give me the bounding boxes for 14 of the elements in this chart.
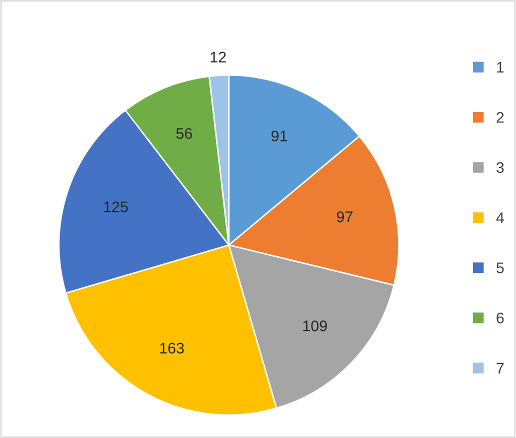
data-label: 125	[104, 201, 128, 212]
data-label: 12	[210, 52, 226, 62]
data-label: 97	[336, 211, 352, 222]
legend-label: 7	[496, 362, 504, 374]
data-label: 91	[272, 130, 288, 142]
legend-label: 4	[496, 212, 504, 223]
legend-label: 1	[497, 62, 504, 73]
legend-label: 5	[496, 262, 504, 274]
data-label: 56	[176, 128, 192, 139]
legend-label: 2	[496, 112, 504, 123]
data-label: 163	[160, 342, 184, 354]
data-label: 109	[303, 320, 327, 332]
legend-label: 6	[496, 312, 504, 324]
legend-label: 3	[496, 162, 504, 173]
